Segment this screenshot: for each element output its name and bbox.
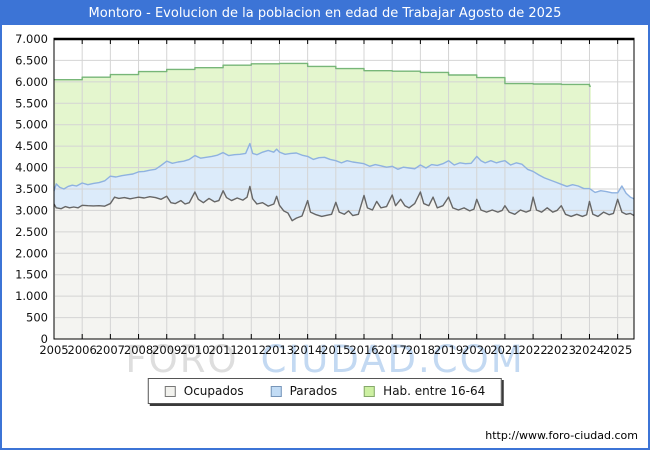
watermark-ciudad: CIUDAD.COM [260, 338, 525, 381]
svg-text:2018: 2018 [406, 343, 435, 357]
svg-text:2014: 2014 [293, 343, 322, 357]
svg-text:2.500: 2.500 [15, 225, 48, 239]
svg-text:7.000: 7.000 [15, 32, 48, 46]
svg-text:2015: 2015 [321, 343, 350, 357]
svg-text:4.000: 4.000 [15, 161, 48, 175]
svg-text:0: 0 [41, 332, 48, 346]
watermark-foro: FORO [125, 338, 239, 381]
svg-text:2025: 2025 [603, 343, 632, 357]
svg-text:2022: 2022 [518, 343, 547, 357]
legend-label-ocupados: Ocupados [183, 384, 244, 398]
legend-label-parados: Parados [289, 384, 338, 398]
legend-item-parados: Parados [270, 384, 338, 398]
svg-text:2012: 2012 [237, 343, 266, 357]
svg-text:2005: 2005 [39, 343, 68, 357]
svg-text:2010: 2010 [180, 343, 209, 357]
legend-label-hab-16-64: Hab. entre 16-64 [383, 384, 486, 398]
svg-text:1.000: 1.000 [15, 289, 48, 303]
svg-text:2020: 2020 [462, 343, 491, 357]
svg-text:2006: 2006 [68, 343, 97, 357]
legend: Ocupados Parados Hab. entre 16-64 [147, 378, 503, 404]
svg-text:1.500: 1.500 [15, 268, 48, 282]
site-url-link[interactable]: http://www.foro-ciudad.com [485, 429, 638, 442]
title-bar: Montoro - Evolucion de la poblacion en e… [2, 2, 648, 25]
svg-text:2011: 2011 [208, 343, 237, 357]
watermark: FORO CIUDAD.COM [2, 338, 648, 381]
svg-text:2013: 2013 [265, 343, 294, 357]
svg-text:2.000: 2.000 [15, 246, 48, 260]
svg-text:6.500: 6.500 [15, 53, 48, 67]
legend-chip-hab-16-64 [364, 385, 376, 397]
svg-text:2007: 2007 [96, 343, 125, 357]
legend-chip-ocupados [164, 385, 176, 397]
svg-text:2009: 2009 [152, 343, 181, 357]
svg-text:2023: 2023 [547, 343, 576, 357]
svg-text:3.000: 3.000 [15, 203, 48, 217]
svg-text:2017: 2017 [378, 343, 407, 357]
legend-item-ocupados: Ocupados [164, 384, 244, 398]
svg-text:2016: 2016 [349, 343, 378, 357]
svg-text:2019: 2019 [434, 343, 463, 357]
svg-text:2008: 2008 [124, 343, 153, 357]
svg-text:2024: 2024 [575, 343, 604, 357]
legend-chip-parados [270, 385, 282, 397]
svg-text:4.500: 4.500 [15, 139, 48, 153]
svg-text:3.500: 3.500 [15, 182, 48, 196]
svg-text:6.000: 6.000 [15, 75, 48, 89]
svg-text:5.000: 5.000 [15, 118, 48, 132]
svg-text:5.500: 5.500 [15, 96, 48, 110]
svg-text:2021: 2021 [490, 343, 519, 357]
legend-item-hab-16-64: Hab. entre 16-64 [364, 384, 485, 398]
svg-text:500: 500 [26, 311, 48, 325]
